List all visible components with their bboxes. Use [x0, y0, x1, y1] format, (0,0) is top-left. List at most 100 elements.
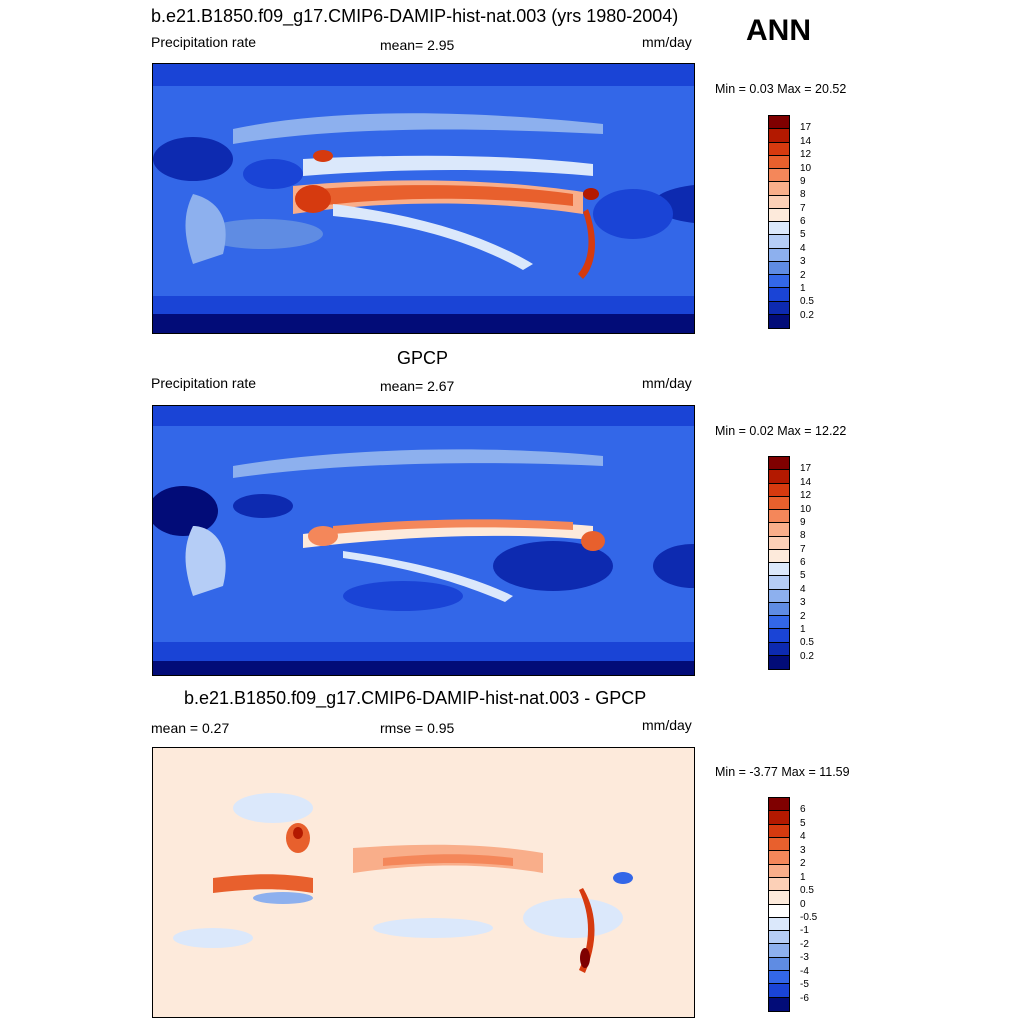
colorbar-swatch [769, 837, 789, 852]
colorbar-swatch [769, 470, 789, 484]
panel3-map [152, 747, 695, 1018]
colorbar-tick-label: 9 [800, 175, 806, 187]
colorbar-swatch [769, 576, 789, 590]
colorbar-tick-label: 6 [800, 804, 806, 816]
colorbar-swatch [769, 536, 789, 550]
colorbar-swatch [769, 222, 789, 236]
colorbar-swatch [769, 642, 789, 656]
colorbar-swatch [769, 563, 789, 577]
colorbar-swatch [769, 301, 789, 315]
colorbar-tick-label: 12 [800, 490, 812, 502]
colorbar-tick-label: 7 [800, 202, 806, 214]
panel1-colorbar [768, 115, 790, 329]
colorbar-tick-label: 4 [800, 242, 806, 254]
panel2-units-label: mm/day [642, 375, 692, 391]
colorbar-tick-label: 4 [800, 583, 806, 595]
colorbar-swatch [769, 602, 789, 616]
colorbar-swatch [769, 877, 789, 892]
colorbar-swatch [769, 457, 789, 471]
colorbar-swatch [769, 811, 789, 825]
panel2-colorbar [768, 456, 790, 670]
colorbar-tick-label: 12 [800, 149, 812, 161]
colorbar-tick-label: 2 [800, 610, 806, 622]
colorbar-swatch [769, 917, 789, 932]
colorbar-tick-label: -5 [800, 979, 809, 991]
colorbar-swatch [769, 904, 789, 918]
colorbar-tick-label: 3 [800, 844, 806, 856]
colorbar-swatch [769, 275, 789, 289]
colorbar-tick-label: 10 [800, 162, 812, 174]
colorbar-tick-label: 5 [800, 817, 806, 829]
colorbar-swatch [769, 248, 789, 262]
colorbar-tick-label: -1 [800, 925, 809, 937]
colorbar-swatch [769, 116, 789, 130]
colorbar-tick-label: -2 [800, 938, 809, 950]
panel1-map-field [153, 64, 694, 333]
panel3-units-label: mm/day [642, 717, 692, 733]
colorbar-swatch [769, 314, 789, 328]
panel3-map-field [153, 748, 694, 1017]
colorbar-swatch [769, 629, 789, 643]
colorbar-tick-label: 3 [800, 256, 806, 268]
colorbar-tick-label: -3 [800, 952, 809, 964]
colorbar-swatch [769, 129, 789, 143]
colorbar-tick-label: 14 [800, 476, 812, 488]
panel2-minmax: Min = 0.02 Max = 12.22 [715, 424, 847, 438]
colorbar-swatch [769, 549, 789, 563]
colorbar-tick-label: 7 [800, 543, 806, 555]
colorbar-tick-label: 5 [800, 229, 806, 241]
colorbar-tick-label: 10 [800, 503, 812, 515]
colorbar-swatch [769, 971, 789, 985]
colorbar-tick-label: 6 [800, 216, 806, 227]
colorbar-swatch [769, 944, 789, 958]
colorbar-swatch [769, 957, 789, 972]
panel3-colorbar [768, 797, 790, 1012]
colorbar-tick-label: 17 [800, 463, 812, 475]
colorbar-swatch [769, 496, 789, 510]
colorbar-tick-label: 8 [800, 530, 806, 542]
colorbar-tick-label: -4 [800, 965, 809, 977]
colorbar-swatch [769, 142, 789, 156]
colorbar-tick-label: 14 [800, 135, 812, 147]
colorbar-tick-label: 1 [800, 871, 806, 883]
colorbar-swatch [769, 523, 789, 537]
colorbar-tick-label: 6 [800, 557, 806, 568]
colorbar-tick-label: 0.5 [800, 885, 814, 897]
colorbar-tick-label: 0.5 [800, 637, 814, 649]
colorbar-swatch [769, 261, 789, 275]
colorbar-swatch [769, 655, 789, 669]
panel2-mean-label: mean= 2.67 [380, 378, 455, 394]
colorbar-swatch [769, 235, 789, 249]
colorbar-swatch [769, 208, 789, 222]
colorbar-tick-label: 0.2 [800, 309, 814, 321]
panel3-mean-label: mean = 0.27 [151, 720, 230, 736]
colorbar-swatch [769, 931, 789, 945]
colorbar-swatch [769, 997, 789, 1011]
panel2-variable-label: Precipitation rate [151, 375, 257, 391]
colorbar-swatch [769, 169, 789, 183]
panel1-mean-label: mean= 2.95 [380, 37, 455, 53]
panel1-minmax: Min = 0.03 Max = 20.52 [715, 82, 847, 96]
panel2-map-field [153, 406, 694, 675]
colorbar-swatch [769, 864, 789, 878]
panel1-title: b.e21.B1850.f09_g17.CMIP6-DAMIP-hist-nat… [151, 6, 679, 26]
colorbar-tick-label: 4 [800, 831, 806, 843]
colorbar-swatch [769, 984, 789, 998]
colorbar-tick-label: 2 [800, 858, 806, 870]
colorbar-swatch [769, 798, 789, 812]
colorbar-swatch [769, 891, 789, 905]
season-label: ANN [746, 14, 811, 47]
colorbar-tick-label: 1 [800, 623, 806, 635]
colorbar-swatch [769, 851, 789, 865]
panel1-units-label: mm/day [642, 34, 692, 50]
colorbar-swatch [769, 288, 789, 302]
colorbar-tick-label: 3 [800, 597, 806, 609]
colorbar-swatch [769, 182, 789, 196]
colorbar-swatch [769, 155, 789, 169]
colorbar-tick-label: 5 [800, 570, 806, 582]
colorbar-tick-label: 8 [800, 189, 806, 201]
colorbar-swatch [769, 483, 789, 497]
colorbar-swatch [769, 616, 789, 630]
panel1-map [152, 63, 695, 334]
colorbar-tick-label: 0 [800, 898, 806, 910]
